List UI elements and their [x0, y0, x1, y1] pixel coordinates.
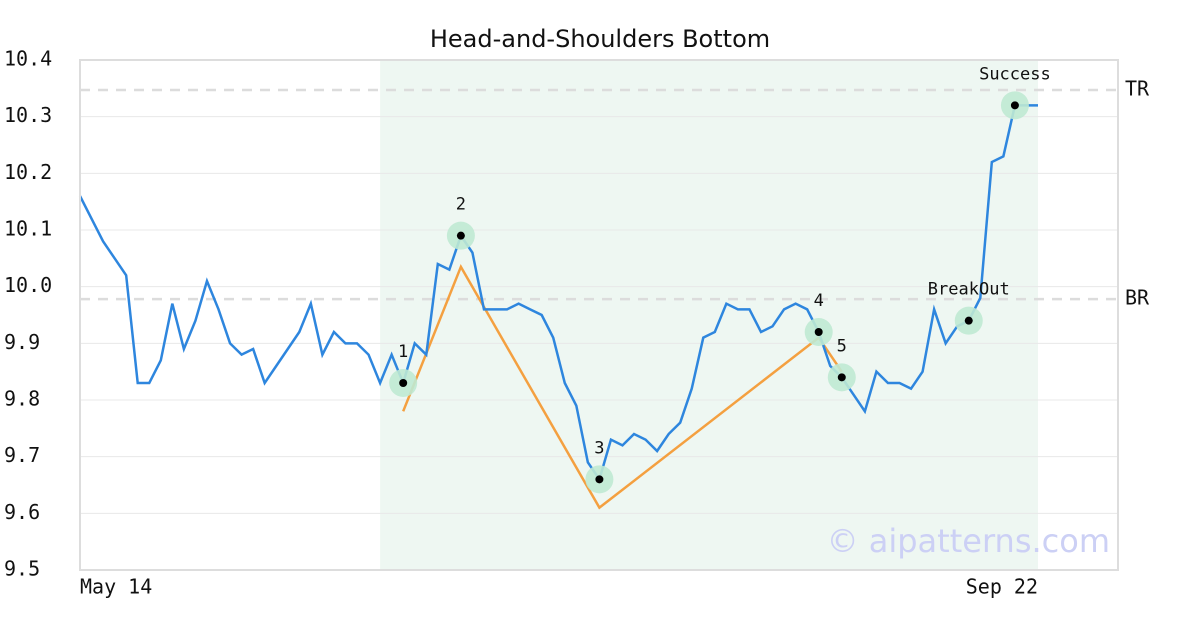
level-label: BR [1125, 286, 1150, 310]
x-tick-label: Sep 22 [966, 575, 1038, 599]
watermark: © aipatterns.com [827, 522, 1110, 560]
marker-label: Success [979, 64, 1051, 84]
y-tick-label: 9.8 [4, 387, 40, 411]
marker-dot [964, 316, 973, 325]
x-tick-label: May 14 [80, 575, 152, 599]
y-tick-label: 9.7 [4, 443, 40, 467]
marker-label: 1 [398, 342, 408, 362]
marker-label: 5 [837, 336, 847, 356]
marker-dot [456, 231, 465, 240]
level-label: TR [1125, 77, 1150, 101]
plot-frame [79, 59, 1119, 571]
marker-dot [837, 373, 846, 382]
pattern-line [402, 263, 843, 510]
marker-dot [399, 379, 408, 387]
marker-dot [1010, 101, 1019, 110]
y-tick-label: 10.0 [4, 273, 52, 297]
marker-dot [814, 328, 823, 336]
chart-title: Head-and-Shoulders Bottom [430, 25, 770, 53]
pattern-region [380, 60, 1038, 570]
y-tick-label: 9.9 [4, 330, 40, 354]
price-line [78, 104, 1038, 483]
y-tick-label: 9.6 [4, 500, 40, 524]
marker-label: 2 [456, 195, 466, 215]
marker-label: 4 [814, 291, 824, 311]
marker-label: BreakOut [928, 280, 1010, 300]
y-tick-label: 10.3 [4, 103, 52, 127]
y-tick-label: 10.2 [4, 160, 52, 184]
y-tick-label: 10.1 [4, 217, 52, 241]
marker-label: 3 [594, 438, 604, 458]
y-tick-label: 10.4 [4, 47, 52, 71]
marker-dot [595, 475, 604, 484]
y-tick-label: 9.5 [4, 557, 40, 581]
